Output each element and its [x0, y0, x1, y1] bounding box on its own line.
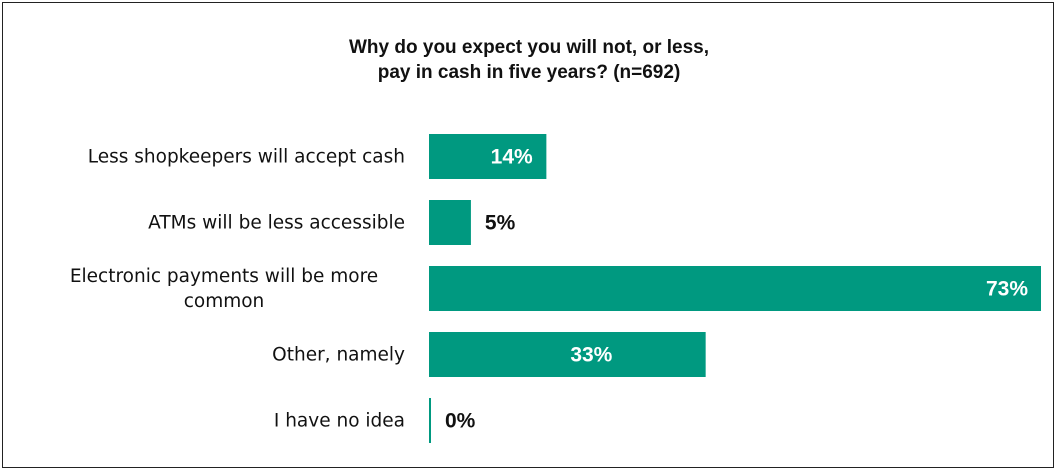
- category-label: Less shopkeepers will accept cash: [88, 147, 405, 168]
- bar: [429, 332, 706, 377]
- bar: [429, 398, 431, 443]
- value-label: 5%: [485, 212, 516, 235]
- value-label: 73%: [986, 278, 1028, 301]
- chart-title-line-1: Why do you expect you will not, or less,: [349, 37, 709, 58]
- category-label: common: [184, 291, 265, 312]
- value-label: 33%: [570, 344, 612, 367]
- bar: [429, 134, 547, 179]
- category-label: I have no idea: [274, 411, 405, 432]
- category-label: ATMs will be less accessible: [148, 213, 405, 234]
- bar: [429, 200, 471, 245]
- value-label: 0%: [445, 410, 476, 433]
- category-label: Electronic payments will be more: [70, 266, 378, 287]
- value-label: 14%: [491, 146, 533, 169]
- chart-title: Why do you expect you will not, or less,…: [3, 35, 1055, 85]
- bar: [429, 266, 1041, 311]
- category-label: Other, namely: [272, 345, 405, 366]
- chart-title-line-2: pay in cash in five years? (n=692): [377, 62, 681, 83]
